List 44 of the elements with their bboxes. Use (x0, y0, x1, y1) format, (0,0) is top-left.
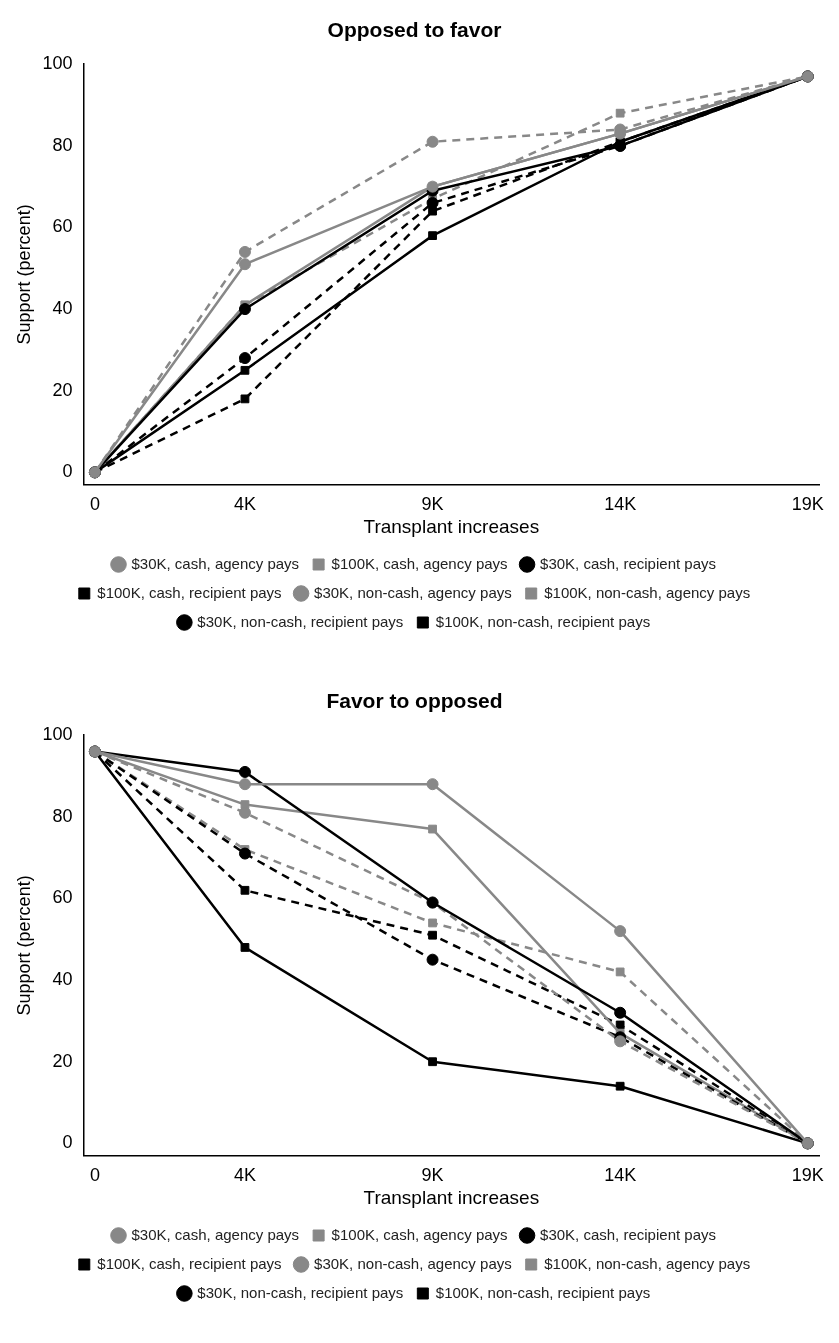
legend-label: $100K, cash, agency pays (331, 1225, 508, 1243)
chart-title: Opposed to favor (327, 18, 502, 42)
legend-label: $100K, non-cash, recipient pays (435, 1283, 651, 1301)
x-axis-title: Transplant increases (363, 515, 540, 537)
y-tick-label: 100 (42, 724, 73, 745)
legend-label: $30K, cash, recipient pays (540, 554, 716, 572)
x-tick-label: 19K (791, 494, 824, 515)
y-tick-label: 40 (52, 969, 73, 990)
x-axis-title: Transplant increases (363, 1186, 540, 1208)
legend-label: $30K, non-cash, recipient pays (197, 612, 404, 630)
x-tick-label: 0 (89, 1165, 100, 1186)
legend-label: $30K, non-cash, agency pays (314, 583, 512, 601)
x-tick-label: 14K (604, 494, 637, 515)
legend-label: $100K, cash, recipient pays (97, 1254, 282, 1272)
legend-label: $100K, non-cash, agency pays (544, 583, 751, 601)
x-tick-label: 9K (421, 1165, 444, 1186)
y-tick-label: 60 (52, 887, 73, 908)
y-tick-label: 20 (52, 1050, 73, 1071)
chart-title: Favor to opposed (326, 689, 503, 713)
legend-label: $30K, non-cash, agency pays (314, 1254, 512, 1272)
y-tick-label: 0 (62, 1132, 73, 1153)
x-tick-label: 19K (791, 1165, 824, 1186)
y-axis-title: Support (percent) (13, 875, 34, 1016)
x-tick-label: 4K (233, 1165, 256, 1186)
legend-label: $100K, non-cash, agency pays (544, 1254, 751, 1272)
y-tick-label: 60 (52, 216, 73, 237)
legend-label: $100K, cash, recipient pays (97, 583, 282, 601)
y-tick-label: 20 (52, 379, 73, 400)
legend-label: $100K, non-cash, recipient pays (435, 612, 651, 630)
x-tick-label: 14K (604, 1165, 637, 1186)
y-tick-label: 80 (52, 134, 73, 155)
y-tick-label: 100 (42, 53, 73, 74)
x-tick-label: 9K (421, 494, 444, 515)
y-tick-label: 0 (62, 461, 73, 482)
legend-label: $100K, cash, agency pays (331, 554, 508, 572)
x-tick-label: 4K (233, 494, 256, 515)
y-tick-label: 40 (52, 298, 73, 319)
x-tick-label: 0 (89, 494, 100, 515)
legend-label: $30K, non-cash, recipient pays (197, 1283, 404, 1301)
legend-label: $30K, cash, agency pays (131, 554, 300, 572)
legend-label: $30K, cash, agency pays (131, 1225, 300, 1243)
legend-label: $30K, cash, recipient pays (540, 1225, 716, 1243)
y-tick-label: 80 (52, 805, 73, 826)
y-axis-title: Support (percent) (13, 204, 34, 345)
